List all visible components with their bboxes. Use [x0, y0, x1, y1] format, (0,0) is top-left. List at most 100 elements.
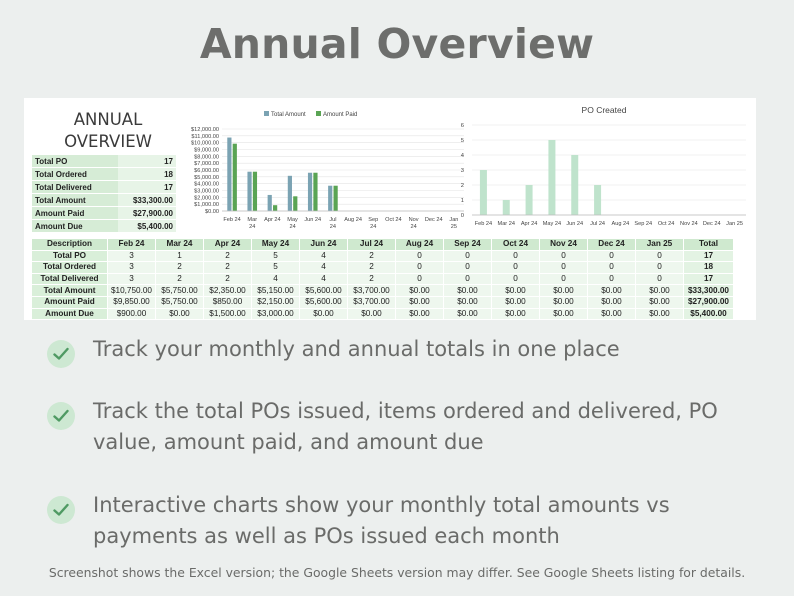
table-cell: $3,700.00	[347, 295, 396, 309]
summary-value: 17	[118, 180, 176, 194]
monthly-table: Description Feb 24 Mar 24 Apr 24 May 24 Jun 2…	[31, 238, 734, 320]
bar-total-amount	[247, 171, 252, 211]
x-tick-label: Jun 24	[566, 221, 583, 227]
table-cell: $3,000.00	[251, 307, 300, 320]
y-tick-label: $4,000.00	[194, 182, 219, 188]
summary-label: Total Amount	[32, 193, 118, 207]
table-cell: $0.00	[491, 307, 540, 320]
x-tick-label: Sep 24	[634, 221, 652, 227]
row-label: Total Amount	[31, 284, 108, 297]
table-cell: 2	[203, 261, 252, 274]
table-cell: $0.00	[443, 307, 492, 320]
table-cell: 2	[155, 261, 204, 274]
summary-label: Total PO	[32, 155, 118, 168]
table-cell: $0.00	[587, 307, 636, 320]
table-cell: $0.00	[395, 295, 444, 309]
y-tick-label: $5,000.00	[194, 175, 219, 181]
table-cell: 0	[539, 272, 588, 286]
row-label: Amount Due	[31, 307, 108, 320]
table-cell: 3	[107, 249, 156, 263]
y-tick-label: $0.00	[205, 209, 219, 215]
table-cell: $900.00	[107, 307, 156, 320]
table-cell: 0	[635, 261, 684, 274]
summary-value: 18	[118, 167, 176, 181]
table-cell: 5	[251, 249, 300, 263]
table-cell: $3,700.00	[347, 284, 396, 297]
table-cell: 0	[587, 249, 636, 263]
summary-label: Amount Due	[32, 219, 118, 233]
summary-row: Total Ordered 18	[32, 167, 176, 181]
table-cell: $0.00	[635, 295, 684, 309]
table-cell: 4	[251, 272, 300, 286]
table-cell: 0	[395, 261, 444, 274]
column-header: May 24	[251, 238, 300, 251]
y-tick-label: $3,000.00	[194, 189, 219, 195]
table-cell: $5,750.00	[155, 284, 204, 297]
sheet-title: ANNUAL OVERVIEW	[32, 109, 184, 153]
y-tick-label: 6	[461, 123, 464, 129]
sheet-title-line2: OVERVIEW	[64, 132, 152, 151]
table-cell: 2	[203, 249, 252, 263]
x-tick-label: Jan 25	[726, 221, 743, 227]
row-label: Total Ordered	[31, 261, 108, 274]
legend-label: Total Amount	[271, 112, 306, 118]
bar-amount-paid	[293, 196, 298, 211]
table-cell: 4	[299, 249, 348, 263]
y-tick-label: $11,000.00	[191, 134, 219, 140]
table-cell: 0	[587, 261, 636, 274]
y-tick-label: $8,000.00	[194, 154, 219, 160]
table-cell: $0.00	[347, 307, 396, 320]
x-tick-label: Jul 24	[590, 221, 605, 227]
row-label: Total Delivered	[31, 272, 108, 286]
table-cell: 0	[539, 249, 588, 263]
table-cell: $0.00	[539, 295, 588, 309]
table-cell: $850.00	[203, 295, 252, 309]
y-tick-label: 0	[461, 213, 464, 219]
y-tick-label: $12,000.00	[191, 127, 219, 133]
monthly-table-header: Description Feb 24 Mar 24 Apr 24 May 24 Jun 2…	[31, 238, 734, 251]
summary-row: Amount Due $5,400.00	[32, 219, 176, 233]
table-cell: $0.00	[491, 284, 540, 297]
x-tick-label: Apr 24	[264, 217, 280, 223]
sheet-title-line1: ANNUAL	[73, 110, 143, 129]
x-tick-label: Aug 24	[612, 221, 630, 227]
x-tick-label: Aug 24	[344, 217, 362, 223]
column-header: Jul 24	[347, 238, 396, 251]
table-cell: 2	[347, 272, 396, 286]
summary-value: $5,400.00	[118, 219, 176, 233]
x-tick-label: Oct 24	[385, 217, 401, 223]
legend-label: Amount Paid	[323, 112, 357, 118]
check-icon	[47, 402, 75, 430]
summary-row: Total Delivered 17	[32, 180, 176, 194]
row-total: 17	[683, 272, 734, 286]
table-row: Amount Paid $9,850.00 $5,750.00 $850.00 $2,1…	[31, 295, 734, 309]
y-tick-label: 1	[461, 198, 464, 204]
y-tick-label: $6,000.00	[194, 168, 219, 174]
x-tick-label: Jun 24	[304, 217, 321, 223]
bar-amount-paid	[333, 185, 338, 211]
table-cell: 4	[299, 272, 348, 286]
table-cell: $0.00	[587, 295, 636, 309]
table-cell: 0	[395, 272, 444, 286]
table-cell: $0.00	[539, 284, 588, 297]
table-cell: 0	[491, 261, 540, 274]
x-tick-label: Dec 24	[425, 217, 443, 223]
column-header: Sep 24	[443, 238, 492, 251]
y-tick-label: $10,000.00	[191, 141, 219, 147]
feature-text: Track the total POs issued, items ordere…	[93, 399, 718, 454]
bar-po-created	[502, 200, 510, 215]
feature-text: Track your monthly and annual totals in …	[93, 337, 620, 361]
y-tick-label: $7,000.00	[194, 161, 219, 167]
check-icon	[47, 340, 75, 368]
table-cell: $0.00	[395, 284, 444, 297]
table-cell: $5,600.00	[299, 284, 348, 297]
bar-amount-paid	[313, 172, 318, 211]
table-row: Total Amount $10,750.00 $5,750.00 $2,350.00…	[31, 284, 734, 297]
table-cell: $5,150.00	[251, 284, 300, 297]
x-tick-label: May 24	[543, 221, 561, 227]
row-label: Total PO	[31, 249, 108, 263]
table-cell: 0	[635, 249, 684, 263]
y-tick-label: 5	[461, 138, 464, 144]
table-row: Total PO 3 1 2 5 4 2 0 0 0 0 0 0 17	[31, 249, 734, 263]
table-cell: $0.00	[635, 284, 684, 297]
